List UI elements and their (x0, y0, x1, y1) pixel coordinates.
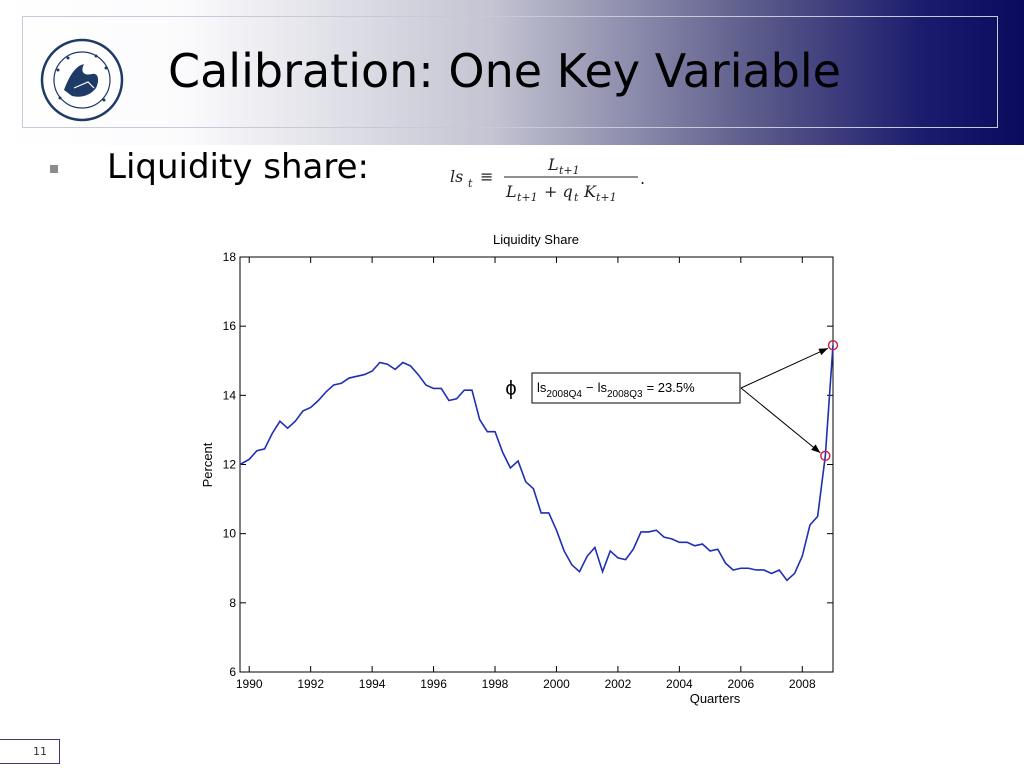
formula-numerator-sub: t+1 (559, 164, 580, 177)
x-tick-label: 1990 (236, 677, 263, 691)
bank-seal-logo (40, 38, 124, 122)
x-axis: 1990 1992 1994 1996 1998 2000 2002 2004 2006 2008 (236, 257, 816, 691)
y-axis-label: Percent (200, 442, 215, 487)
x-tick-label: 1992 (297, 677, 324, 691)
bullet-marker (50, 165, 58, 173)
annotation-ls1: ls (537, 380, 547, 395)
bullet-text: Liquidity share: (107, 147, 369, 187)
y-tick-label: 18 (223, 250, 237, 264)
formula-lhs-sub: t (468, 177, 473, 190)
x-tick-label: 2002 (605, 677, 632, 691)
annotation-ls1-sub: 2008Q4 (546, 389, 582, 400)
y-tick-label: 12 (223, 458, 237, 472)
header-banner (0, 0, 1024, 145)
annotation-arrowhead (811, 444, 821, 453)
annotation-box (531, 372, 741, 404)
chart-title: Liquidity Share (493, 232, 579, 247)
x-tick-label: 2008 (789, 677, 816, 691)
x-axis-label: Quarters (690, 691, 741, 706)
plot-area (239, 256, 834, 673)
x-tick-label: 1996 (420, 677, 447, 691)
page-number: 11 (0, 739, 60, 764)
formula-denominator-k: K (583, 182, 597, 201)
y-tick-label: 14 (223, 388, 237, 402)
annotation-formula: ls2008Q4− ls2008Q3 = 23.5% (537, 380, 695, 400)
y-axis: 6 8 10 12 14 16 18 (223, 250, 833, 679)
formula-numerator: L (547, 155, 559, 174)
formula-denominator-plus: + q (544, 182, 573, 201)
highlight-marker (820, 450, 831, 462)
formula-denominator-q-sub: t (574, 191, 579, 204)
x-tick-label: 2006 (727, 677, 754, 691)
title-frame (22, 16, 998, 128)
x-tick-label: 2004 (666, 677, 693, 691)
y-tick-label: 10 (223, 527, 237, 541)
x-tick-label: 1994 (359, 677, 386, 691)
x-tick-label: 1998 (482, 677, 509, 691)
x-tick-label: 2000 (543, 677, 570, 691)
y-tick-label: 6 (229, 665, 236, 679)
series-line (239, 345, 834, 582)
formula-period: . (640, 169, 645, 188)
formula-denominator-k-sub: t+1 (596, 191, 617, 204)
formula-lhs: ls (450, 167, 463, 186)
annotation-phi: ϕ (505, 378, 516, 400)
annotation-arrow (740, 347, 829, 389)
annotation-minus: − (586, 380, 594, 395)
formula-denominator-a: L (505, 182, 517, 201)
formula-equiv: ≡ (480, 167, 493, 186)
annotation-arrow (740, 387, 821, 454)
highlight-markers (820, 339, 839, 462)
annotation-ls2: ls (598, 380, 608, 395)
annotation-arrows (740, 347, 829, 454)
annotation-arrowhead (818, 348, 828, 356)
slide-title: Calibration: One Key Variable (168, 44, 841, 98)
highlight-marker (827, 339, 839, 351)
annotation: ϕ ls2008Q4− ls2008Q3 = 23.5% (505, 347, 829, 454)
y-tick-label: 8 (229, 596, 236, 610)
annotation-ls2-sub: 2008Q3 (607, 389, 643, 400)
liquidity-share-formula: ls t ≡ L t+1 L t+1 + q t K t+1 . (450, 155, 645, 204)
y-tick-label: 16 (223, 319, 237, 333)
formula-denominator-a-sub: t+1 (517, 191, 538, 204)
annotation-result: = 23.5% (647, 380, 696, 395)
